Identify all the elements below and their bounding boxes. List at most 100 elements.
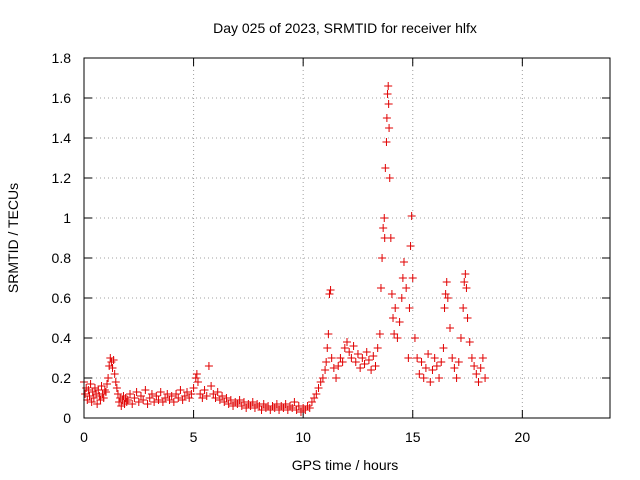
data-point <box>364 356 373 364</box>
data-point <box>380 214 389 222</box>
data-point <box>382 138 391 146</box>
data-point <box>110 370 119 378</box>
y-tick-label: 1.4 <box>52 130 72 146</box>
data-point <box>384 82 393 90</box>
data-point <box>108 364 117 372</box>
data-point <box>109 356 118 364</box>
data-point <box>139 396 148 404</box>
data-point <box>324 330 333 338</box>
data-point <box>334 362 343 370</box>
y-tick-label: 0.6 <box>52 290 72 306</box>
data-point <box>283 406 292 414</box>
data-point <box>156 388 165 396</box>
data-point <box>385 174 394 182</box>
data-point <box>459 304 468 312</box>
y-tick-label: 1 <box>63 210 71 226</box>
data-point <box>443 294 452 302</box>
data-point <box>478 354 487 362</box>
data-point <box>279 404 288 412</box>
data-point <box>472 370 481 378</box>
data-point <box>150 398 159 406</box>
data-point <box>474 378 483 386</box>
data-point <box>163 390 172 398</box>
data-points <box>80 82 490 416</box>
data-point <box>85 392 94 400</box>
data-point <box>467 354 476 362</box>
y-tick-label: 0 <box>63 410 71 426</box>
data-point <box>233 400 242 408</box>
data-point <box>407 212 416 220</box>
x-tick-label: 20 <box>515 429 531 445</box>
data-point <box>373 344 382 352</box>
data-point <box>395 318 404 326</box>
data-point <box>224 400 233 408</box>
data-point <box>209 390 218 398</box>
data-point <box>369 352 378 360</box>
data-point <box>387 290 396 298</box>
data-point <box>132 388 141 396</box>
data-point <box>432 362 441 370</box>
data-point <box>215 396 224 404</box>
data-point <box>321 366 330 374</box>
data-point <box>152 392 161 400</box>
data-point <box>318 374 327 382</box>
data-point <box>307 398 316 406</box>
data-point <box>244 400 253 408</box>
data-point <box>147 390 156 398</box>
data-point <box>448 354 457 362</box>
x-tick-label: 15 <box>405 429 421 445</box>
data-point <box>389 314 398 322</box>
data-point <box>246 402 255 410</box>
data-point <box>301 406 310 414</box>
data-point <box>174 394 183 402</box>
y-tick-label: 1.6 <box>52 90 72 106</box>
data-point <box>338 358 347 366</box>
data-point <box>371 362 380 370</box>
data-point <box>106 354 115 362</box>
data-point <box>294 402 303 410</box>
data-point <box>268 402 277 410</box>
data-point <box>136 392 145 400</box>
data-point <box>187 390 196 398</box>
data-point <box>231 398 240 406</box>
data-point <box>336 354 345 362</box>
data-point <box>329 364 338 372</box>
data-point <box>275 406 284 414</box>
x-tick-labels: 0 5 10 15 20 <box>80 429 530 445</box>
data-point <box>123 396 132 404</box>
data-point <box>257 406 266 414</box>
data-point <box>399 258 408 266</box>
data-point <box>112 384 121 392</box>
data-point <box>421 364 430 372</box>
data-point <box>463 314 472 322</box>
data-point <box>237 402 246 410</box>
data-point <box>470 362 479 370</box>
data-point <box>191 374 200 382</box>
data-point <box>213 388 222 396</box>
data-point <box>391 304 400 312</box>
data-point <box>290 398 299 406</box>
data-point <box>143 400 152 408</box>
data-point <box>384 100 393 108</box>
data-point <box>185 394 194 402</box>
data-point <box>351 358 360 366</box>
data-point <box>259 400 268 408</box>
data-point <box>381 164 390 172</box>
data-point <box>316 378 325 386</box>
y-tick-label: 1.8 <box>52 50 72 66</box>
data-point <box>310 394 319 402</box>
data-point <box>439 344 448 352</box>
data-point <box>430 354 439 362</box>
data-point <box>189 384 198 392</box>
data-point <box>410 334 419 342</box>
data-point <box>229 402 238 410</box>
data-point <box>385 124 394 132</box>
chart-title: Day 025 of 2023, SRMTID for receiver hlf… <box>213 20 477 36</box>
data-point <box>103 380 112 388</box>
data-point <box>220 398 229 406</box>
data-point <box>100 386 109 394</box>
data-point <box>87 398 96 406</box>
x-tick-label: 5 <box>190 429 198 445</box>
data-point <box>481 374 490 382</box>
data-point <box>378 254 387 262</box>
